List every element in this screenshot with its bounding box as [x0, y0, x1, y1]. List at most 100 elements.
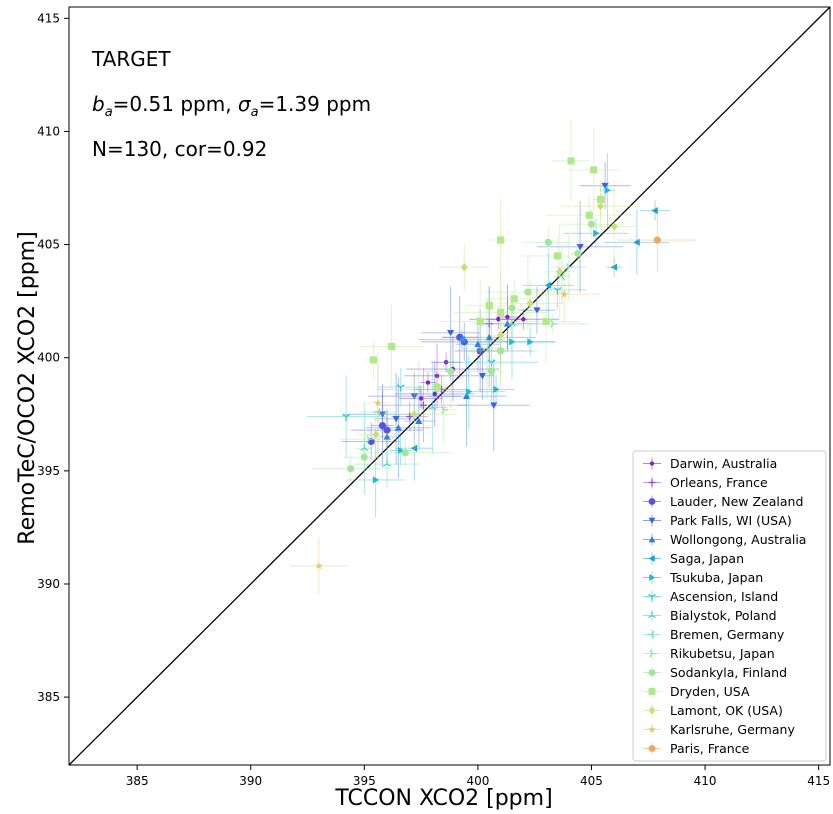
- legend-label: Karlsruhe, Germany: [670, 722, 795, 737]
- data-point: [505, 314, 510, 320]
- annotation-bias: ba=0.51 ppm, σa=1.39 ppm: [92, 92, 371, 120]
- data-point: [366, 435, 374, 444]
- y-tick-label: 400: [37, 351, 60, 365]
- data-point: [567, 157, 575, 165]
- annotations: TARGET ba=0.51 ppm, σa=1.39 ppm N=130, c…: [91, 47, 371, 161]
- series-6: [395, 200, 671, 481]
- data-point: [587, 220, 596, 228]
- data-point: [544, 281, 552, 289]
- legend-label: Bialystok, Poland: [670, 608, 777, 623]
- legend-item: Rikubetsu, Japan: [643, 646, 775, 661]
- data-point: [497, 236, 505, 244]
- data-point: [425, 380, 431, 385]
- data-point: [482, 344, 490, 353]
- y-tick-label: 415: [37, 11, 60, 25]
- data-point: [601, 182, 609, 190]
- data-point: [394, 424, 402, 431]
- data-point: [553, 287, 562, 295]
- data-point: [378, 421, 387, 430]
- legend-marker: [648, 745, 656, 752]
- sigma-symbol: σ: [238, 92, 252, 116]
- data-point: [508, 304, 516, 312]
- legend-label: Rikubetsu, Japan: [670, 646, 775, 661]
- legend-item: Orleans, France: [643, 475, 768, 490]
- legend-label: Saga, Japan: [670, 551, 744, 566]
- x-tick-label: 390: [239, 774, 262, 788]
- data-point: [383, 426, 391, 434]
- x-tick-label: 415: [807, 774, 830, 788]
- data-point: [460, 262, 468, 272]
- data-point: [510, 295, 518, 303]
- series-7: [346, 153, 629, 517]
- legend-label: Bremen, Germany: [670, 627, 785, 642]
- legend-item: Paris, France: [643, 741, 750, 756]
- data-point: [533, 307, 541, 314]
- legend-item: Sodankyla, Finland: [643, 665, 787, 680]
- one-to-one-line: [68, 6, 831, 766]
- data-point: [360, 443, 369, 451]
- legend-marker: [648, 479, 656, 486]
- data-point: [410, 444, 418, 452]
- data-point: [428, 403, 437, 411]
- data-point: [383, 433, 391, 440]
- legend-item: Tsukuba, Japan: [643, 570, 763, 585]
- axes: 385 390 395 400 405 410 415 385 390 395 400 405 410 4…: [37, 6, 831, 788]
- data-point: [566, 263, 574, 272]
- data-point: [374, 398, 382, 407]
- data-point: [507, 319, 517, 327]
- data-point: [476, 347, 484, 355]
- series-15: [289, 266, 601, 594]
- data-point: [447, 367, 455, 375]
- legend-marker: [647, 630, 655, 639]
- data-point: [590, 166, 598, 174]
- legend-marker: [649, 574, 656, 581]
- series-8: [306, 270, 587, 459]
- data-point: [576, 243, 584, 251]
- legend-item: Park Falls, WI (USA): [643, 513, 792, 528]
- y-tick-label: 405: [37, 238, 60, 252]
- legend-label: Lauder, New Zealand: [670, 494, 803, 509]
- data-point: [610, 222, 618, 231]
- legend-marker: [648, 536, 656, 543]
- data-point: [509, 338, 516, 346]
- legend-item: Dryden, USA: [643, 684, 750, 699]
- series-11: [339, 234, 589, 450]
- sigma-value: =1.39 ppm: [259, 92, 372, 116]
- x-tick-label: 405: [580, 774, 603, 788]
- legend-item: Saga, Japan: [643, 551, 744, 566]
- legend-item: Karlsruhe, Germany: [643, 722, 795, 737]
- annotation-stats: N=130, cor=0.92: [92, 137, 267, 161]
- bias-subscript: a: [105, 105, 113, 120]
- series-12: [311, 209, 624, 495]
- data-point: [524, 288, 532, 296]
- legend-marker: [648, 498, 656, 505]
- data-point: [474, 340, 482, 348]
- data-point: [378, 411, 387, 418]
- data-point: [434, 373, 440, 379]
- data-point: [396, 384, 405, 392]
- data-point: [382, 459, 392, 467]
- data-point: [485, 302, 493, 310]
- series-13: [359, 119, 633, 407]
- legend: Darwin, Australia Orleans, France Lauder, …: [632, 450, 827, 762]
- data-point: [487, 367, 496, 375]
- legend-marker: [648, 725, 656, 733]
- legend-label: Lamont, OK (USA): [670, 703, 783, 718]
- data-point: [342, 413, 351, 421]
- legend-marker: [648, 593, 656, 601]
- data-point: [487, 359, 496, 367]
- data-point: [458, 336, 465, 344]
- data-point: [596, 201, 605, 211]
- series-16: [617, 207, 697, 273]
- data-point: [392, 415, 400, 423]
- data-point: [462, 392, 471, 400]
- plot-area: [68, 6, 831, 766]
- data-point: [633, 238, 640, 246]
- data-point: [550, 319, 558, 328]
- data-point: [604, 186, 611, 194]
- legend-label: Dryden, USA: [670, 684, 750, 699]
- legend-marker: [648, 669, 656, 676]
- data-point: [557, 272, 565, 281]
- data-point: [387, 342, 396, 351]
- legend-item: Bialystok, Poland: [643, 608, 777, 623]
